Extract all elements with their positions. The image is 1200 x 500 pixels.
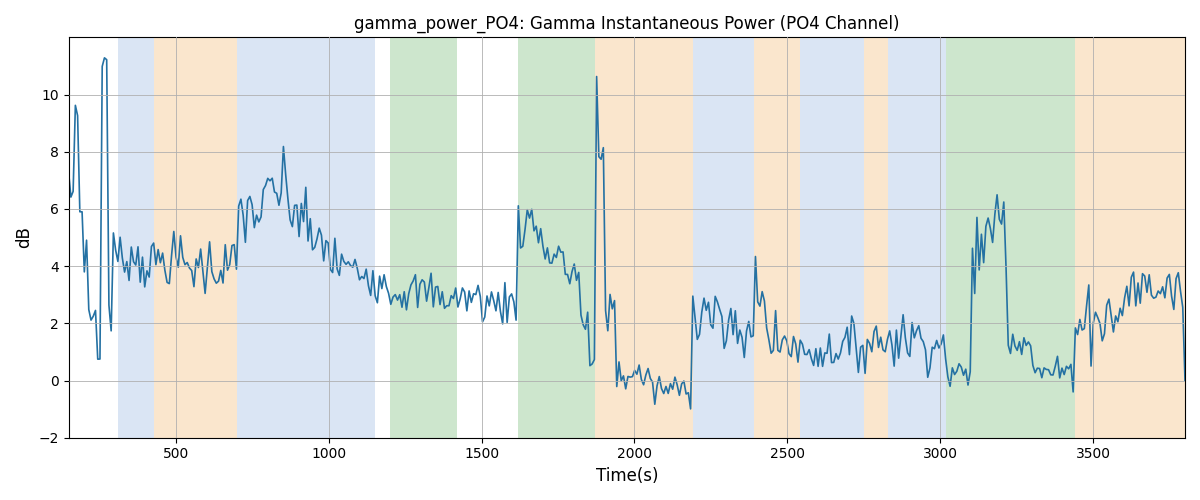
- Bar: [692, 38, 754, 438]
- Bar: [864, 38, 888, 438]
- Bar: [947, 38, 1075, 438]
- Bar: [390, 38, 457, 438]
- Bar: [888, 38, 947, 438]
- Title: gamma_power_PO4: Gamma Instantaneous Power (PO4 Channel): gamma_power_PO4: Gamma Instantaneous Pow…: [354, 15, 900, 34]
- Bar: [799, 38, 864, 438]
- Bar: [754, 38, 799, 438]
- Y-axis label: dB: dB: [16, 226, 34, 248]
- X-axis label: Time(s): Time(s): [595, 467, 658, 485]
- Bar: [518, 38, 595, 438]
- Bar: [118, 38, 155, 438]
- Bar: [155, 38, 236, 438]
- Bar: [236, 38, 374, 438]
- Bar: [595, 38, 692, 438]
- Bar: [1075, 38, 1186, 438]
